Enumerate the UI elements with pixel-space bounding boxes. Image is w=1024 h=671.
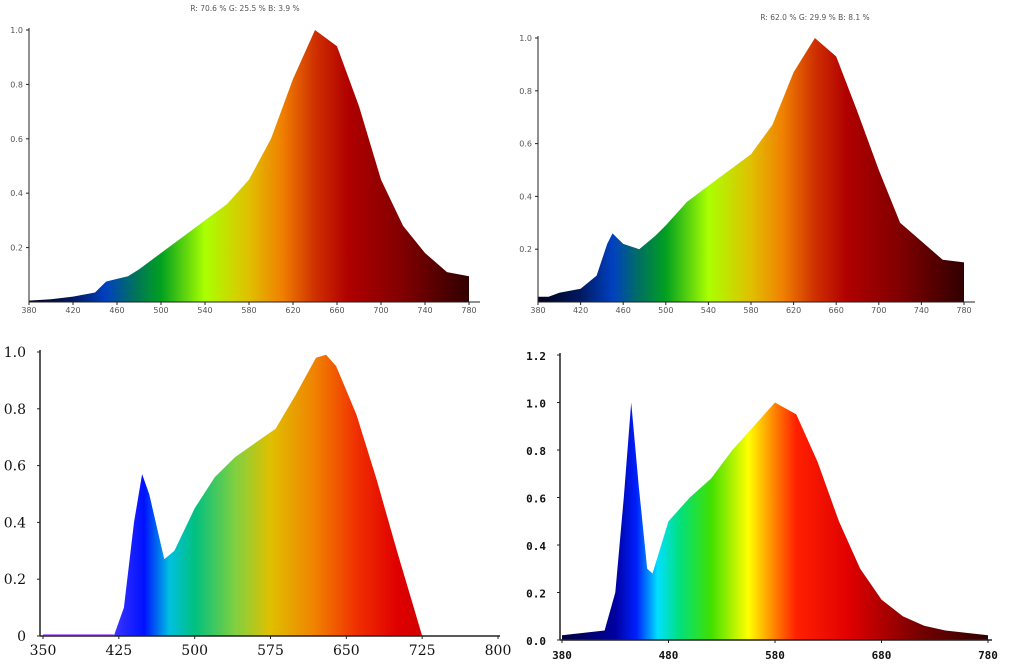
x-tick-label: 725 [409,643,436,659]
x-tick-label: 380 [530,306,545,315]
x-tick-label: 780 [461,306,476,315]
x-tick-label: 660 [829,306,844,315]
y-tick-label: 1.2 [526,350,546,363]
y-tick-label: 0.2 [526,588,546,601]
spectrum-area [29,30,469,302]
x-tick-label: 500 [658,306,673,315]
x-tick-label: 660 [329,306,344,315]
x-tick-label: 740 [914,306,929,315]
y-tick-label: 0.2 [10,244,23,253]
y-tick-label: 0.2 [4,572,26,588]
rgb-ratio-label: R: 70.6 % G: 25.5 % B: 3.9 % [190,4,299,13]
rgb-ratio-label: R: 62.0 % G: 29.9 % B: 8.1 % [760,13,869,22]
y-tick-label: 0.8 [526,445,546,458]
x-tick-label: 620 [285,306,300,315]
x-tick-label: 740 [417,306,432,315]
y-tick-label: 0.4 [4,515,26,531]
x-tick-label: 500 [181,643,208,659]
y-tick-label: 0.6 [519,140,532,149]
x-tick-label: 580 [241,306,256,315]
y-tick-label: 0.8 [4,402,26,418]
x-tick-label: 350 [30,643,57,659]
y-tick-label: 1.0 [519,34,532,43]
x-tick-label: 580 [765,649,785,662]
x-tick-label: 480 [659,649,679,662]
x-tick-label: 800 [485,643,512,659]
x-tick-label: 540 [197,306,212,315]
x-tick-label: 700 [871,306,886,315]
y-tick-label: 0.0 [526,635,546,648]
x-tick-label: 380 [21,306,36,315]
chart-bottom-right: 380 480 580 680 780 0.0 0.2 0.4 0.6 0.8 1.0 1.2 [526,350,998,662]
spectrum-area [43,354,423,636]
y-tick-label: 0.4 [519,192,532,201]
x-tick-label: 780 [956,306,971,315]
y-tick-label: 0.6 [10,135,23,144]
y-tick-label: 1.0 [526,398,546,411]
x-tick-label: 575 [257,643,284,659]
x-tick-label: 650 [333,643,360,659]
y-tick-label: 0 [17,629,26,645]
y-tick-label: 0.4 [526,540,546,553]
y-tick-label: 1.0 [10,26,23,35]
x-tick-label: 425 [105,643,132,659]
x-tick-label: 500 [153,306,168,315]
y-tick-label: 0.4 [10,189,23,198]
x-tick-label: 620 [786,306,801,315]
y-tick-label: 1.0 [4,345,26,361]
x-tick-label: 420 [65,306,80,315]
chart-bottom-left: 350 425 500 575 650 725 800 0 0.2 0.4 0.6 0.8 1.0 [4,345,512,659]
x-tick-label: 680 [872,649,892,662]
spectrum-area [562,402,988,640]
x-tick-label: 380 [552,649,572,662]
chart-top-left: R: 70.6 % G: 25.5 % B: 3.9 % 380 420 460 50… [10,4,480,315]
x-tick-label: 420 [573,306,588,315]
y-tick-label: 0.2 [519,245,532,254]
y-tick-label: 0.6 [526,493,546,506]
y-tick-label: 0.8 [519,87,532,96]
x-tick-label: 780 [978,649,998,662]
chart-top-right: R: 62.0 % G: 29.9 % B: 8.1 % 380 420 460 50… [519,13,975,315]
x-tick-label: 460 [616,306,631,315]
spectrum-area [538,38,964,302]
x-tick-label: 700 [373,306,388,315]
x-tick-label: 540 [701,306,716,315]
y-tick-label: 0.6 [4,459,26,475]
y-tick-label: 0.8 [10,80,23,89]
x-tick-label: 460 [109,306,124,315]
x-tick-label: 580 [743,306,758,315]
